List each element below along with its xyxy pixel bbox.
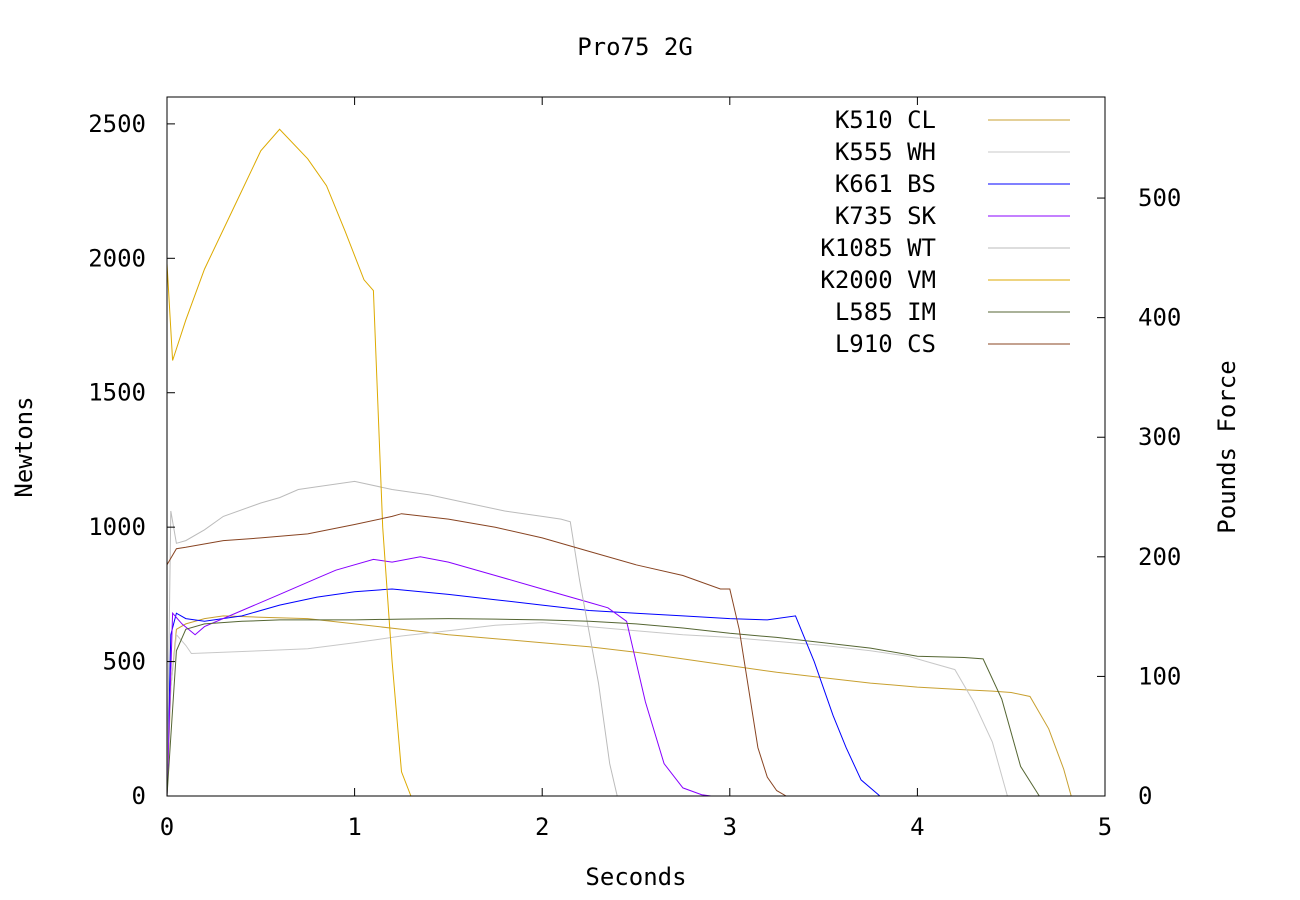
x-tick-label: 1 — [347, 813, 361, 841]
legend-label: K2000 VM — [820, 266, 936, 294]
series-line-1 — [166, 622, 1008, 797]
series-line-0 — [166, 615, 1072, 797]
y-tick-label: 2500 — [88, 110, 146, 138]
y-tick-label: 1500 — [88, 379, 146, 407]
y-axis-label: Newtons — [10, 396, 38, 497]
y2-tick-label: 300 — [1138, 423, 1181, 451]
series-line-4 — [166, 480, 618, 797]
y-tick-label: 2000 — [88, 244, 146, 272]
series-line-5 — [166, 128, 412, 797]
y2-tick-label: 500 — [1138, 184, 1181, 212]
x-axis: 0 1 2 3 4 5 — [160, 97, 1112, 841]
y2-axis-label: Pounds Force — [1213, 360, 1241, 533]
legend-label: K1085 WT — [820, 234, 936, 262]
y-tick-label: 1000 — [88, 513, 146, 541]
y-tick-label: 500 — [103, 648, 146, 676]
x-tick-label: 0 — [160, 813, 174, 841]
y2-tick-label: 0 — [1138, 782, 1152, 810]
y2-tick-label: 200 — [1138, 543, 1181, 571]
legend-label: L910 CS — [835, 330, 936, 358]
legend-label: K661 BS — [835, 170, 936, 198]
series-line-7 — [166, 513, 787, 797]
y-axis: 0 500 1000 1500 2000 2500 — [88, 110, 175, 810]
series-line-2 — [166, 588, 881, 797]
plot-frame — [166, 96, 1106, 797]
chart-title: Pro75 2G — [577, 33, 693, 61]
y2-axis: 0 100 200 300 400 500 — [1097, 184, 1181, 810]
y2-tick-label: 400 — [1138, 304, 1181, 332]
y-tick-label: 0 — [132, 782, 146, 810]
legend-label: K735 SK — [835, 202, 937, 230]
y2-tick-label: 100 — [1138, 662, 1181, 690]
legend-label: K555 WH — [835, 138, 936, 166]
x-tick-label: 2 — [535, 813, 549, 841]
series-line-6 — [166, 618, 1040, 797]
x-tick-label: 4 — [910, 813, 924, 841]
legend-label: L585 IM — [835, 298, 936, 326]
x-axis-label: Seconds — [585, 863, 686, 891]
legend-label: K510 CL — [835, 106, 936, 134]
plot-lines — [166, 128, 1072, 797]
x-tick-label: 5 — [1098, 813, 1112, 841]
series-line-3 — [166, 556, 712, 797]
legend: K510 CL K555 WH K661 BS K735 SK K1085 WT K200… — [820, 106, 1070, 358]
x-tick-label: 3 — [723, 813, 737, 841]
